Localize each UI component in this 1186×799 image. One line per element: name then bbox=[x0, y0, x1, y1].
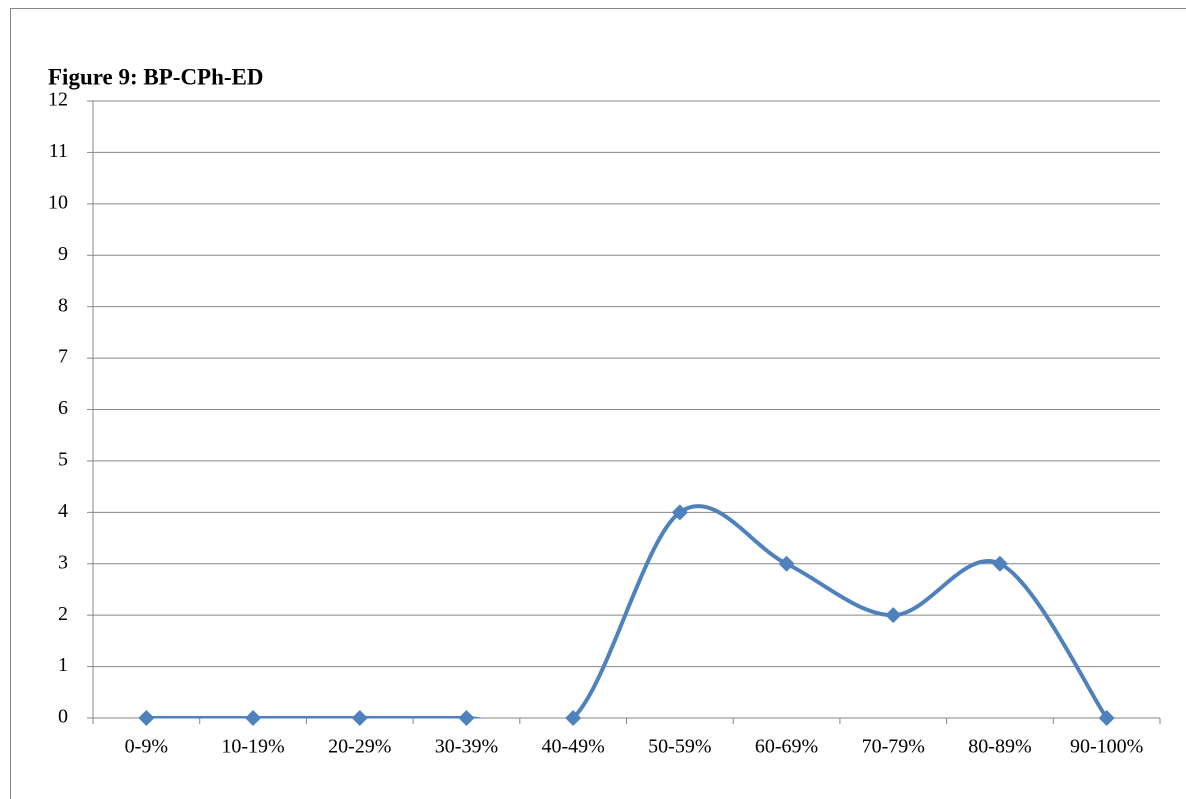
chart-title: Figure 9: BP-CPh-ED bbox=[48, 64, 264, 89]
x-tick-label: 30-39% bbox=[435, 736, 498, 758]
y-tick-label: 2 bbox=[58, 603, 68, 625]
marker bbox=[1098, 710, 1115, 726]
y-tick-label: 10 bbox=[48, 191, 68, 213]
x-tick-label: 40-49% bbox=[541, 736, 604, 758]
marker bbox=[671, 504, 688, 521]
x-tick-label: 80-89% bbox=[968, 736, 1031, 758]
y-tick-label: 1 bbox=[58, 654, 68, 676]
y-tick-label: 4 bbox=[58, 500, 68, 522]
y-tick-label: 12 bbox=[48, 89, 68, 111]
y-tick-label: 0 bbox=[58, 706, 68, 728]
marker bbox=[245, 710, 262, 726]
x-tick-label: 0-9% bbox=[125, 736, 168, 758]
x-tick-label: 20-29% bbox=[328, 736, 391, 758]
series-line bbox=[146, 504, 1109, 719]
marker bbox=[351, 710, 368, 726]
marker bbox=[565, 710, 582, 726]
x-tick-label: 60-69% bbox=[755, 736, 818, 758]
x-tick-label: 70-79% bbox=[862, 736, 925, 758]
y-tick-label: 3 bbox=[58, 551, 68, 573]
y-tick-label: 8 bbox=[58, 294, 68, 316]
x-tick-label: 10-19% bbox=[221, 736, 284, 758]
y-tick-label: 7 bbox=[58, 346, 68, 368]
y-tick-label: 9 bbox=[58, 243, 68, 265]
marker bbox=[458, 710, 475, 726]
chart-frame bbox=[10, 8, 1186, 799]
marker bbox=[885, 607, 902, 624]
marker bbox=[778, 555, 795, 572]
x-tick-label: 90-100% bbox=[1070, 736, 1143, 758]
x-tick-label: 50-59% bbox=[648, 736, 711, 758]
y-tick-label: 11 bbox=[49, 140, 68, 162]
marker bbox=[138, 710, 155, 726]
y-tick-label: 5 bbox=[58, 449, 68, 471]
y-tick-label: 6 bbox=[58, 397, 68, 419]
marker bbox=[991, 555, 1008, 572]
